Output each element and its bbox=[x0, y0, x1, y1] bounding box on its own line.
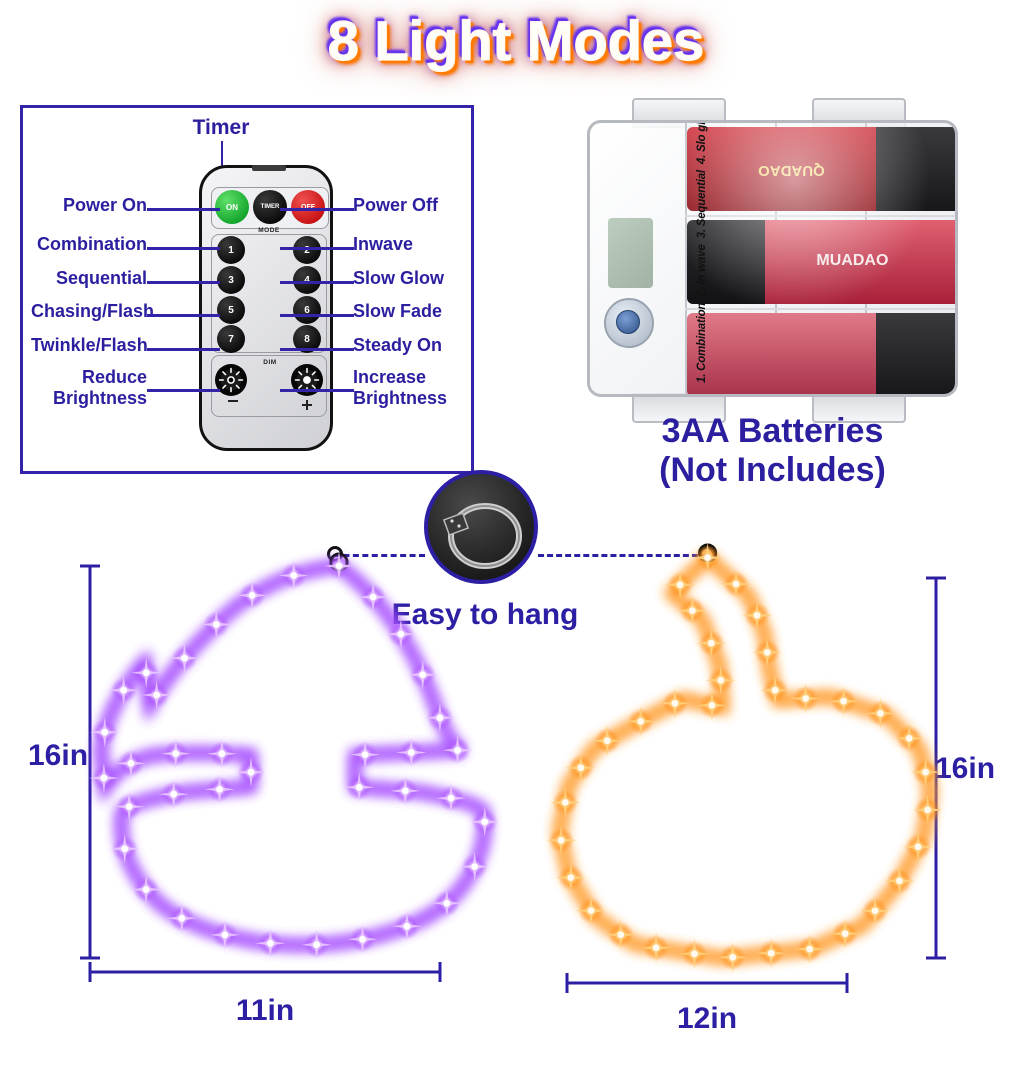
svg-text:16in: 16in bbox=[935, 752, 995, 785]
svg-text:11in: 11in bbox=[236, 994, 294, 1027]
svg-text:12in: 12in bbox=[677, 1002, 737, 1035]
svg-text:16in: 16in bbox=[28, 739, 88, 772]
